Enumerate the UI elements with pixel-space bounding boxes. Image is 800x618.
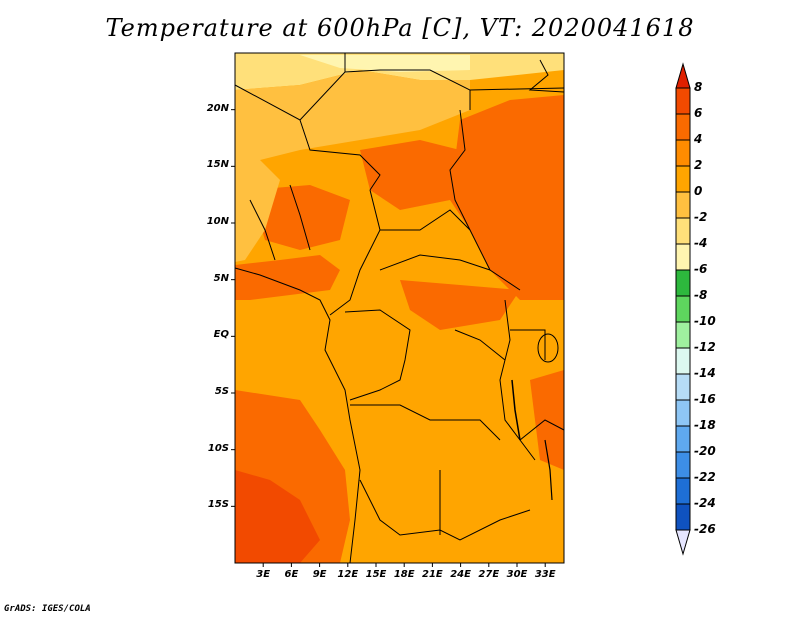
warm-region-central (400, 280, 520, 330)
country-border-4 (469, 87, 565, 91)
lon-label: 33E (534, 569, 556, 580)
country-border-14 (249, 199, 276, 261)
country-border-15 (289, 184, 311, 251)
coastline-red-sea (528, 59, 565, 93)
lake-tanganyika (511, 379, 521, 441)
country-border-8 (379, 254, 491, 271)
credit-text: GrADS: IGES/COLA (4, 604, 91, 614)
colorbar-band (675, 217, 691, 245)
warm-region-w (250, 185, 350, 250)
lat-label: 5N (213, 272, 229, 284)
colorbar-label: 4 (694, 132, 703, 146)
colorbar-label: 2 (694, 158, 703, 172)
colorbar-band (675, 347, 691, 375)
colorbar-band (675, 451, 691, 479)
colorbar-label: -8 (694, 288, 708, 302)
colorbar-band (675, 425, 691, 453)
warm-region-gulf (235, 255, 340, 300)
lake-malawi (544, 439, 553, 501)
colorbar-label: 0 (694, 184, 703, 198)
colorbar-band (675, 139, 691, 167)
colorbar-label: -18 (694, 418, 716, 432)
colorbar-band (675, 373, 691, 401)
colorbar-label: 6 (694, 106, 703, 120)
colorbar-band (675, 191, 691, 219)
country-border-17 (519, 419, 565, 441)
colorbar-label: -24 (694, 496, 716, 510)
country-border-18 (454, 329, 506, 361)
colorbar-band (675, 399, 691, 427)
warm-region-sw-inner (235, 470, 320, 563)
colorbar-band (675, 243, 691, 271)
colorbar-label: -20 (694, 444, 716, 458)
map-frame (234, 52, 565, 564)
lon-label: 3E (256, 569, 271, 580)
colorbar-band (675, 477, 691, 505)
cool-region-top-inner (300, 55, 470, 72)
lon-label: 21E (422, 569, 443, 580)
colorbar-label: -6 (694, 262, 708, 276)
colorbar-band (675, 165, 691, 193)
map-title: Temperature at 600hPa [C], VT: 202004161… (105, 14, 695, 42)
colorbar-band (675, 269, 691, 297)
lon-label: 12E (337, 569, 359, 580)
lat-label: 15S (207, 499, 229, 511)
colorbar-top-arrow (675, 62, 691, 89)
warm-region-e (530, 370, 564, 470)
mild-region-west (235, 160, 280, 262)
colorbar-label: -14 (694, 366, 716, 380)
colorbar-label: -10 (694, 314, 716, 328)
colorbar-label: -2 (694, 210, 708, 224)
mild-region-north (235, 70, 470, 160)
lat-label: 15N (206, 159, 229, 171)
lon-label: 30E (506, 569, 528, 580)
colorbar-label: -16 (694, 392, 716, 406)
colorbar-band (675, 321, 691, 349)
lon-label: 6E (284, 569, 299, 580)
lon-label: 18E (393, 569, 415, 580)
country-border-10 (350, 404, 501, 441)
colorbar-label: -22 (694, 470, 716, 484)
country-border-7 (380, 209, 471, 231)
colorbar-band (675, 503, 691, 531)
lat-label: 5S (214, 386, 229, 397)
country-border-9 (344, 309, 411, 401)
colorbar-bottom-arrow (675, 529, 691, 556)
lat-label: 10S (207, 442, 229, 454)
lat-label: 10N (206, 216, 229, 227)
coastline-west (234, 267, 361, 564)
warm-region-n (360, 140, 460, 210)
country-border-13 (499, 299, 536, 461)
country-border-16 (510, 329, 546, 360)
country-border-2 (299, 119, 381, 191)
colorbar-label: -12 (694, 340, 716, 354)
colorbar-label: -26 (694, 522, 716, 536)
colorbar-label: 8 (694, 80, 703, 94)
lon-label: 9E (312, 569, 327, 580)
lake-victoria (537, 333, 559, 363)
country-border-6 (329, 189, 381, 316)
colorbar-band (675, 113, 691, 141)
lon-label: 27E (478, 569, 500, 580)
colorbar-label: -4 (694, 236, 708, 250)
lat-label: 20N (206, 102, 229, 114)
lon-label: 15E (365, 569, 387, 580)
colorbar-band (675, 295, 691, 323)
lon-label: 24E (450, 569, 471, 580)
lat-label: EQ (213, 329, 229, 341)
warm-region-ne (450, 95, 564, 300)
colorbar-band (675, 87, 691, 115)
